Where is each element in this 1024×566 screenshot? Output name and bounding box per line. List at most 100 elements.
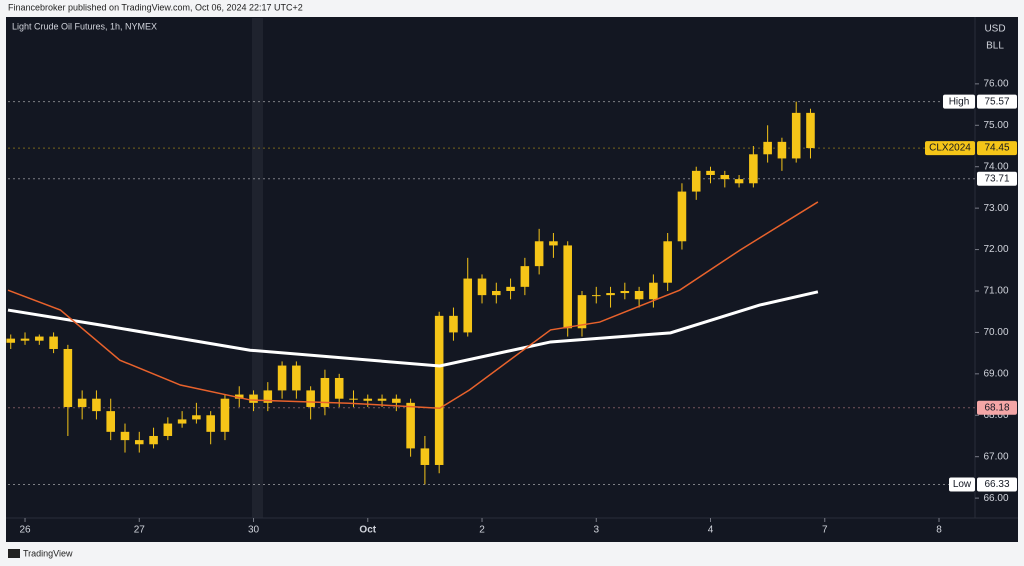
candle-body (449, 315, 458, 333)
candle-body (677, 191, 687, 242)
x-tick-label: 7 (822, 525, 828, 536)
y-tick-label: 74.00 (983, 161, 1008, 172)
unit: BLL (986, 41, 1004, 52)
candle-body (306, 390, 315, 407)
candle-body (334, 377, 344, 399)
candle-body (663, 241, 672, 283)
candle-body (492, 290, 501, 296)
x-tick-label: 26 (19, 525, 31, 536)
x-tick-label: Oct (359, 525, 376, 536)
candle-body (149, 435, 158, 445)
candle-body (263, 390, 273, 403)
y-tick-label: 66.00 (983, 493, 1008, 504)
candle-body (234, 394, 244, 399)
candle-body (634, 290, 644, 300)
chart-background (6, 17, 1018, 542)
candle-body (720, 175, 730, 180)
candle-body (463, 278, 473, 333)
price-badge-value: 68.18 (984, 402, 1009, 413)
candle-body (106, 411, 115, 432)
candle-body (349, 398, 358, 400)
y-tick-label: 67.00 (983, 451, 1008, 462)
session-band (252, 18, 263, 518)
x-tick-label: 30 (248, 525, 260, 536)
candle-body (806, 112, 815, 149)
price-badge-label: CLX2024 (929, 143, 971, 154)
candle-body (406, 402, 415, 449)
candle-body (120, 431, 130, 441)
candle-body (777, 141, 787, 159)
y-tick-label: 69.00 (983, 368, 1008, 379)
price-badge-name (943, 94, 975, 109)
candle-body (591, 295, 601, 297)
price-badge-value: 74.45 (984, 143, 1009, 154)
candle-body (477, 278, 487, 296)
price-badge (977, 94, 1017, 109)
candle-body (420, 448, 430, 465)
candle-body (92, 398, 101, 412)
candle-body (691, 170, 701, 192)
price-badge (977, 477, 1017, 492)
candle-body (520, 266, 530, 287)
candle-body (363, 398, 373, 401)
candle-body (77, 398, 87, 407)
candle-body (791, 112, 801, 159)
y-tick-label: 76.00 (983, 79, 1008, 90)
candle-body (277, 365, 287, 391)
x-tick-label: 3 (593, 525, 599, 536)
price-badge-label: High (949, 96, 970, 107)
price-badge (977, 171, 1017, 186)
price-badge-value: 73.71 (984, 173, 1009, 184)
candle-body (177, 419, 187, 424)
candle-body (20, 338, 30, 341)
x-tick-label: 8 (936, 525, 942, 536)
chart-title: Light Crude Oil Futures, 1h, NYMEX (12, 21, 157, 31)
y-tick-label: 73.00 (983, 203, 1008, 214)
candle-body (392, 398, 401, 403)
candle-body (163, 423, 173, 436)
candle-body (249, 394, 258, 403)
candle-body (434, 315, 444, 465)
candle-body (220, 398, 230, 432)
price-badge (977, 400, 1017, 415)
candle-body (649, 282, 658, 300)
candle-body (206, 415, 215, 432)
footer: TradingView (23, 548, 73, 558)
candle-body (63, 348, 73, 407)
candle-body (292, 365, 301, 391)
candle-body (506, 286, 515, 291)
price-badge-label: Low (953, 479, 972, 490)
header: Financebroker published on TradingView.c… (8, 2, 303, 12)
candle-body (320, 377, 330, 407)
candle-body (6, 338, 16, 343)
y-tick-label: 75.00 (983, 120, 1008, 131)
candle-body (577, 295, 587, 329)
candle-body (706, 170, 715, 176)
moving-average (7, 201, 819, 409)
candle-body (134, 440, 144, 445)
y-tick-label: 72.00 (983, 244, 1008, 255)
x-tick-label: 4 (708, 525, 714, 536)
candle-body (534, 241, 544, 267)
moving-average (7, 290, 819, 368)
candle-body (35, 336, 44, 341)
candle-body (620, 290, 630, 294)
price-badge-name (925, 141, 975, 156)
candle-body (49, 336, 58, 349)
y-tick-label: 70.00 (983, 327, 1008, 338)
candle-body (549, 241, 558, 246)
candle-body (563, 245, 572, 329)
candle-body (763, 141, 772, 155)
x-tick-label: 2 (479, 525, 485, 536)
candle-body (606, 293, 615, 296)
candle-body (749, 154, 758, 184)
price-badge-name (949, 477, 975, 492)
candle-body (377, 398, 387, 401)
y-tick-label: 68.00 (983, 410, 1008, 421)
price-badge-value: 66.33 (984, 479, 1009, 490)
price-badge-value: 75.57 (984, 96, 1009, 107)
y-tick-label: 71.00 (983, 286, 1008, 297)
currency: USD (984, 24, 1005, 35)
